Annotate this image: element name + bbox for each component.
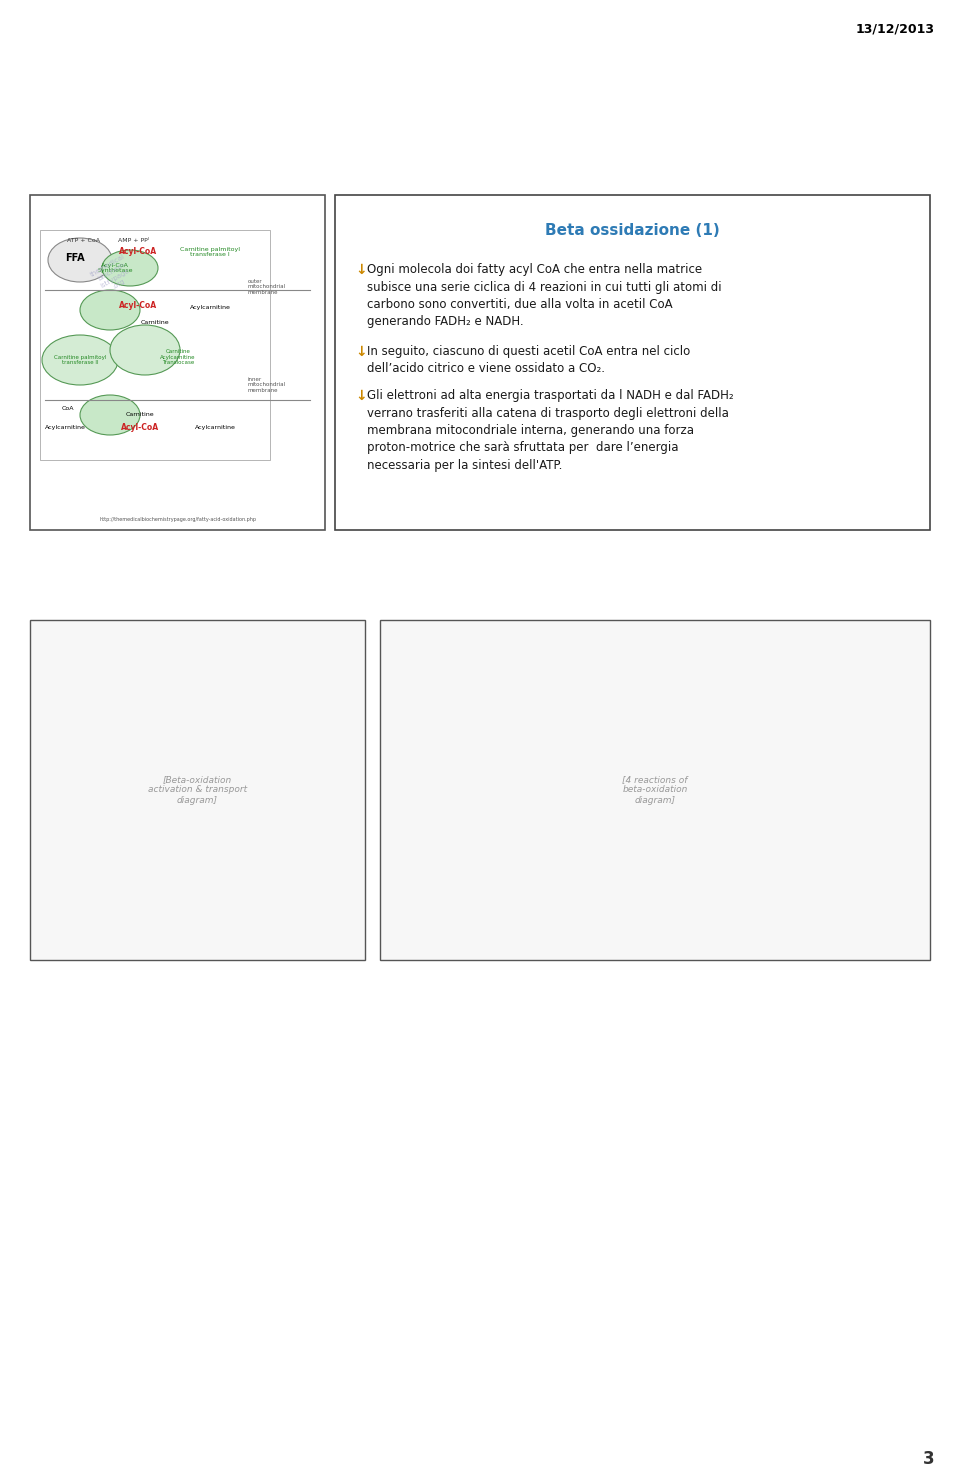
Text: outer
mitochondrial
membrane: outer mitochondrial membrane: [248, 279, 286, 295]
Bar: [30, 620, 365, 960]
Bar: [335, 194, 930, 529]
Text: In seguito, ciascuno di questi acetil CoA entra nel ciclo
dell’acido citrico e v: In seguito, ciascuno di questi acetil Co…: [367, 346, 690, 375]
Text: Acylcarnitine: Acylcarnitine: [195, 426, 235, 430]
Text: Beta ossidazione (1): Beta ossidazione (1): [545, 222, 720, 237]
Text: ↓: ↓: [355, 389, 367, 403]
Text: Acylcarnitine: Acylcarnitine: [44, 426, 85, 430]
Ellipse shape: [48, 237, 112, 282]
Ellipse shape: [42, 335, 118, 386]
Text: Acyl-CoA
Synthetase: Acyl-CoA Synthetase: [97, 262, 132, 273]
Text: Acylcarnitine: Acylcarnitine: [189, 305, 230, 310]
Text: CoA: CoA: [61, 405, 74, 411]
Text: Carnitine: Carnitine: [141, 319, 169, 325]
Ellipse shape: [110, 325, 180, 375]
Text: http://themedicalbiochemistrypage.org/fatty-acid-oxidation.php: http://themedicalbiochemistrypage.org/fa…: [99, 518, 256, 522]
Text: 13/12/2013: 13/12/2013: [856, 22, 935, 36]
Text: [4 reactions of
beta-oxidation
diagram]: [4 reactions of beta-oxidation diagram]: [622, 776, 687, 805]
Text: AMP + PPᴵ: AMP + PPᴵ: [118, 237, 149, 243]
Text: ↓: ↓: [355, 346, 367, 359]
Text: Acyl-CoA: Acyl-CoA: [121, 424, 159, 433]
Ellipse shape: [80, 394, 140, 435]
Bar: [30, 194, 325, 529]
Text: themedical
biochem
istrypage
.org: themedical biochem istrypage .org: [89, 254, 136, 297]
Bar: [40, 230, 270, 460]
Ellipse shape: [80, 291, 140, 331]
Text: [Beta-oxidation
activation & transport
diagram]: [Beta-oxidation activation & transport d…: [148, 776, 247, 805]
Text: 3: 3: [924, 1450, 935, 1468]
Text: ↓: ↓: [355, 262, 367, 277]
Text: Carnitine
Acylcarnitine
Translocase: Carnitine Acylcarnitine Translocase: [160, 349, 196, 365]
Text: Carnitine: Carnitine: [126, 412, 155, 418]
Text: Acyl-CoA: Acyl-CoA: [119, 248, 157, 257]
Text: FFA: FFA: [65, 254, 84, 262]
Text: Gli elettroni ad alta energia trasportati da l NADH e dal FADH₂
verrano trasferi: Gli elettroni ad alta energia trasportat…: [367, 389, 733, 472]
Text: Carnitine palmitoyl
transferase II: Carnitine palmitoyl transferase II: [54, 354, 107, 365]
Bar: [380, 620, 930, 960]
Text: Carnitine palmitoyl
transferase I: Carnitine palmitoyl transferase I: [180, 246, 240, 258]
Ellipse shape: [102, 251, 158, 286]
Text: Ogni molecola doi fatty acyl CoA che entra nella matrice
subisce una serie cicli: Ogni molecola doi fatty acyl CoA che ent…: [367, 262, 722, 329]
Text: Acyl-CoA: Acyl-CoA: [119, 301, 157, 310]
Text: inner
mitochondrial
membrane: inner mitochondrial membrane: [248, 377, 286, 393]
Text: ATP + CoA: ATP + CoA: [67, 237, 100, 243]
